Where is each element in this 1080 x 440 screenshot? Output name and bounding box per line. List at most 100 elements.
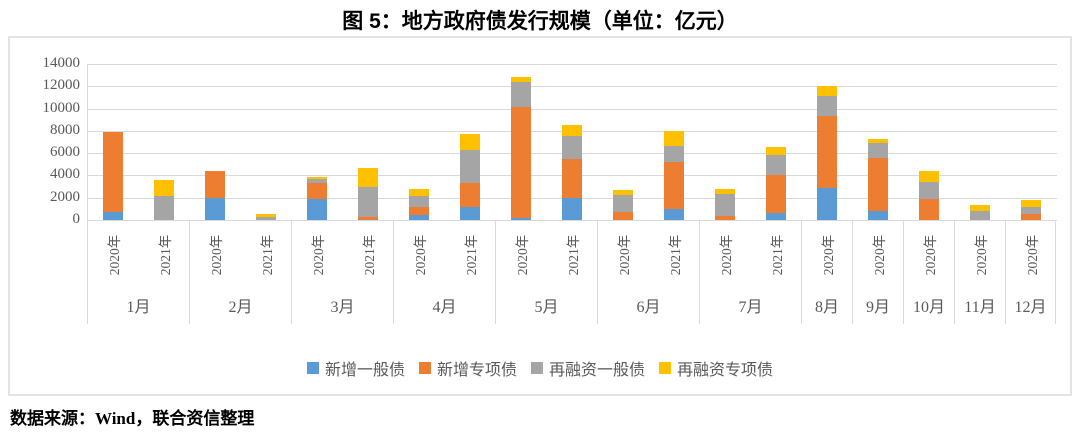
bar-segment-再融资专项债: [969, 204, 990, 212]
bar-segment-再融资专项债: [306, 177, 327, 179]
bar-segment-新增一般债: [408, 215, 429, 220]
month-group-5月: 2020年 2021年 5月: [495, 64, 597, 324]
bar-segment-新增专项债: [561, 159, 582, 198]
bar-2月-2020年: [204, 170, 225, 220]
year-label: 2020年: [974, 234, 989, 276]
bar-segment-再融资一般债: [459, 149, 480, 184]
bar-segment-再融资专项债: [663, 131, 684, 146]
month-label: 4月: [432, 299, 457, 316]
legend: 新增一般债 新增专项债 再融资一般债 再融资专项债: [10, 356, 1070, 380]
year-label: 2020年: [617, 234, 633, 276]
bar-segment-新增专项债: [306, 183, 327, 200]
month-label: 8月: [814, 299, 839, 316]
bar-segment-再融资专项债: [867, 139, 888, 144]
bar-segment-新增一般债: [510, 217, 531, 220]
month-label: 11月: [964, 299, 996, 316]
month-group-6月: 2020年 2021年 6月: [597, 64, 699, 324]
bar-segment-新增专项债: [612, 212, 633, 220]
bar-11月-2020年: [969, 204, 990, 220]
legend-label: 再融资专项债: [677, 362, 774, 379]
bar-segment-再融资一般债: [357, 186, 378, 217]
bar-segment-新增专项债: [765, 175, 786, 213]
bar-segment-再融资一般债: [1020, 206, 1041, 215]
bar-segment-新增专项债: [204, 170, 225, 198]
month-group-10月: 2020年 10月: [903, 64, 954, 324]
year-label: 2020年: [1024, 234, 1040, 276]
year-label: 2021年: [361, 234, 377, 276]
month-group-9月: 2020年 9月: [852, 64, 903, 324]
legend-item-新增专项债: 新增专项债: [418, 356, 517, 380]
year-label: 2020年: [413, 234, 429, 276]
year-label: 2021年: [157, 234, 173, 276]
bar-segment-再融资一般债: [663, 145, 684, 162]
year-label: 2020年: [872, 234, 887, 276]
bar-segment-再融资专项债: [816, 85, 837, 97]
legend-item-新增一般债: 新增一般债: [306, 356, 405, 380]
bar-segment-新增专项债: [714, 216, 735, 220]
bar-9月-2020年: [867, 139, 888, 220]
bar-segment-再融资一般债: [918, 182, 939, 199]
year-label: 2020年: [719, 234, 735, 276]
y-tick-label: 8000: [50, 121, 80, 138]
bar-5月-2021年: [561, 125, 582, 220]
bar-segment-新增一般债: [102, 212, 123, 220]
bar-segment-再融资专项债: [357, 168, 378, 187]
month-label: 1月: [126, 299, 151, 316]
plot-area: 2020年 2021年 1月 2020年 2021年 2月 2020年 2021年 3月 2020…: [87, 64, 1057, 324]
y-tick-label: 2000: [50, 188, 80, 205]
year-label: 2020年: [923, 234, 938, 276]
month-label: 6月: [636, 299, 661, 316]
bar-1月-2021年: [153, 179, 174, 220]
bar-segment-再融资专项债: [918, 171, 939, 183]
bar-segment-新增一般债: [765, 212, 786, 220]
y-tick-label: 14000: [42, 55, 81, 71]
month-label: 9月: [865, 299, 890, 316]
bar-5月-2020年: [510, 76, 531, 220]
bar-segment-再融资一般债: [255, 216, 276, 220]
figure-title: 图 5：地方政府债发行规模（单位：亿元）: [342, 10, 738, 33]
bar-segment-再融资专项债: [765, 147, 786, 155]
bar-segment-再融资专项债: [408, 189, 429, 196]
month-group-3月: 2020年 2021年 3月: [291, 64, 393, 324]
bar-segment-再融资专项债: [714, 189, 735, 195]
year-label: 2020年: [209, 234, 225, 276]
bar-segment-新增专项债: [459, 183, 480, 208]
gridline: [88, 64, 1057, 65]
month-label: 10月: [912, 299, 945, 316]
bar-4月-2020年: [408, 189, 429, 220]
y-tick-label: 10000: [42, 99, 81, 116]
bar-6月-2021年: [663, 131, 684, 220]
month-label: 3月: [330, 299, 355, 316]
bar-7月-2020年: [714, 189, 735, 220]
bar-segment-新增专项债: [816, 116, 837, 188]
year-label: 2020年: [107, 234, 123, 276]
source-note: 数据来源：Wind，联合资信整理: [10, 409, 255, 428]
bar-segment-再融资一般债: [153, 196, 174, 220]
gridline: [88, 86, 1057, 88]
y-tick-label: 6000: [50, 144, 80, 161]
y-tick-label: 12000: [42, 77, 81, 94]
bar-segment-再融资一般债: [765, 154, 786, 176]
month-group-11月: 2020年 11月: [954, 64, 1005, 324]
bar-segment-再融资专项债: [153, 179, 174, 197]
bar-segment-新增专项债: [918, 198, 939, 220]
bar-segment-新增专项债: [102, 131, 123, 213]
year-label: 2021年: [565, 234, 581, 276]
bar-segment-新增一般债: [204, 197, 225, 220]
bar-segment-再融资专项债: [561, 125, 582, 137]
legend-label: 再融资一般债: [549, 362, 646, 379]
chart-area: 0 2000 4000 6000 8000 10000 12000 14000 2020年 20…: [8, 36, 1072, 396]
bar-segment-再融资一般债: [510, 81, 531, 108]
legend-label: 新增专项债: [436, 362, 517, 379]
bar-segment-再融资一般债: [306, 178, 327, 184]
year-label: 2020年: [515, 234, 531, 276]
month-label: 2月: [228, 299, 253, 316]
bar-groups: 2020年 2021年 1月 2020年 2021年 2月 2020年 2021年 3月 2020…: [87, 64, 1056, 324]
month-label: 5月: [534, 299, 559, 316]
month-group-1月: 2020年 2021年 1月: [87, 64, 189, 324]
bar-8月-2020年: [816, 85, 837, 220]
year-label: 2020年: [821, 234, 836, 276]
gridline: [88, 108, 1057, 110]
bar-6月-2020年: [612, 189, 633, 220]
legend-item-再融资一般债: 再融资一般债: [531, 356, 645, 380]
